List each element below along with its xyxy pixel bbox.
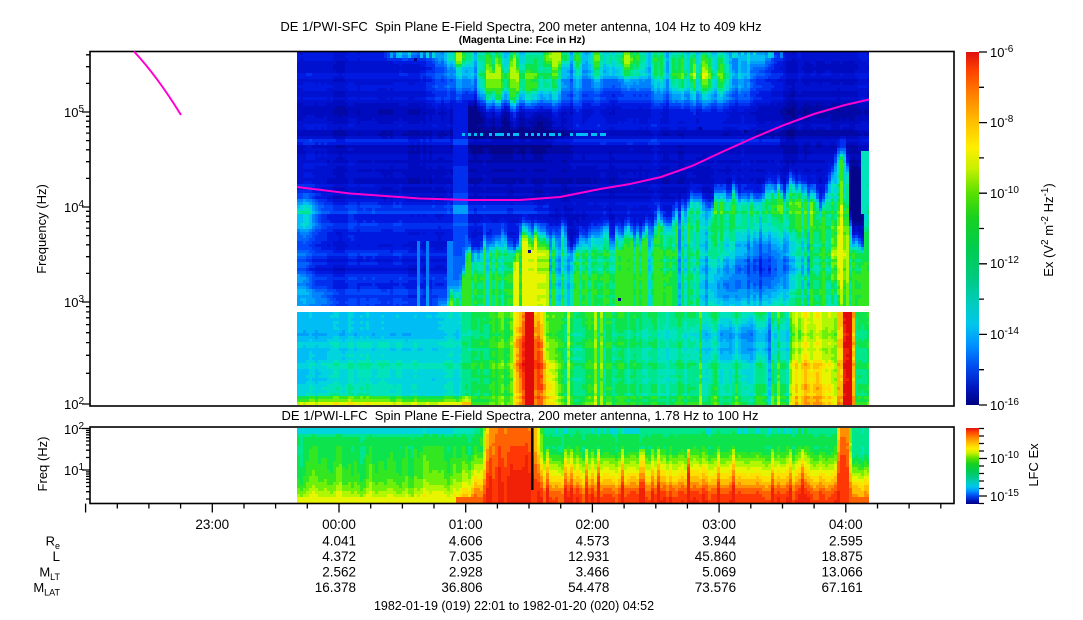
- svg-text:18.875: 18.875: [822, 549, 863, 564]
- svg-text:3.466: 3.466: [576, 565, 610, 580]
- svg-text:(Magenta Line: Fce in Hz): (Magenta Line: Fce in Hz): [459, 34, 586, 46]
- svg-text:5.069: 5.069: [702, 565, 736, 580]
- svg-text:13.066: 13.066: [822, 565, 863, 580]
- svg-text:4.573: 4.573: [576, 534, 610, 549]
- svg-text:01:00: 01:00: [449, 517, 483, 532]
- svg-text:4.041: 4.041: [322, 534, 356, 549]
- svg-text:16.378: 16.378: [315, 580, 356, 595]
- svg-text:04:00: 04:00: [829, 517, 863, 532]
- svg-text:73.576: 73.576: [695, 580, 736, 595]
- svg-text:03:00: 03:00: [702, 517, 736, 532]
- svg-text:7.035: 7.035: [449, 549, 483, 564]
- svg-text:36.806: 36.806: [441, 580, 482, 595]
- svg-text:4.606: 4.606: [449, 534, 483, 549]
- svg-text:DE 1/PWI-LFC Spin Plane E-Fie: DE 1/PWI-LFC Spin Plane E-Field Spectra,…: [282, 408, 759, 423]
- svg-text:2.562: 2.562: [322, 565, 356, 580]
- svg-text:Ex (V2 m-2 Hz-1): Ex (V2 m-2 Hz-1): [1040, 183, 1056, 276]
- svg-text:L: L: [52, 549, 60, 564]
- svg-text:Frequency (Hz): Frequency (Hz): [34, 184, 49, 274]
- svg-text:23:00: 23:00: [195, 517, 229, 532]
- svg-text:DE 1/PWI-SFC Spin Plane E-Fie: DE 1/PWI-SFC Spin Plane E-Field Spectra,…: [280, 19, 761, 34]
- svg-text:Freq (Hz): Freq (Hz): [35, 437, 50, 492]
- svg-text:LFC Ex: LFC Ex: [1026, 443, 1041, 487]
- svg-text:2.595: 2.595: [829, 534, 863, 549]
- svg-text:3.944: 3.944: [702, 534, 736, 549]
- svg-text:67.161: 67.161: [822, 580, 863, 595]
- svg-text:45.860: 45.860: [695, 549, 736, 564]
- svg-text:54.478: 54.478: [568, 580, 609, 595]
- svg-text:12.931: 12.931: [568, 549, 609, 564]
- svg-text:02:00: 02:00: [576, 517, 610, 532]
- svg-text:00:00: 00:00: [322, 517, 356, 532]
- svg-text:1982-01-19 (019) 22:01 to 1982: 1982-01-19 (019) 22:01 to 1982-01-20 (02…: [374, 599, 654, 613]
- svg-text:2.928: 2.928: [449, 565, 483, 580]
- svg-text:4.372: 4.372: [322, 549, 356, 564]
